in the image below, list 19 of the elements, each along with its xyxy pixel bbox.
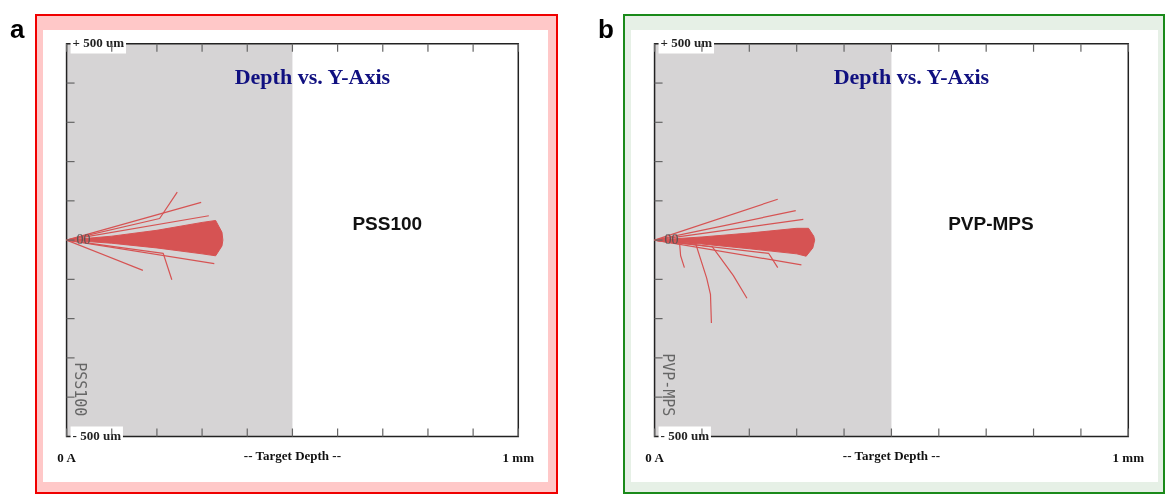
annotation: PVP-MPS [658,353,677,417]
annotation: PVP-MPS [948,212,1034,234]
x-tick-label: 0 A [645,449,665,465]
x-axis-title: -- Target Depth -- [243,448,341,464]
annotation: 00 [664,231,679,247]
x-tick-label: 0 A [57,449,77,465]
x-axis-title: -- Target Depth -- [842,448,940,464]
x-tick-label: 1 mm [1112,449,1145,465]
y-tick-label: - 500 um [660,427,710,443]
annotation: PSS100 [70,362,89,417]
text: Depth vs. Y-Axis [234,64,391,90]
annotation: PSS100 [352,212,423,234]
y-tick-label: - 500 um [72,427,122,443]
text: a [10,14,25,45]
y-tick-label: + 500 um [72,35,125,51]
text: b [598,14,614,45]
text: Depth vs. Y-Axis [833,64,990,90]
y-tick-label: + 500 um [660,35,713,51]
x-tick-label: 1 mm [502,449,535,465]
